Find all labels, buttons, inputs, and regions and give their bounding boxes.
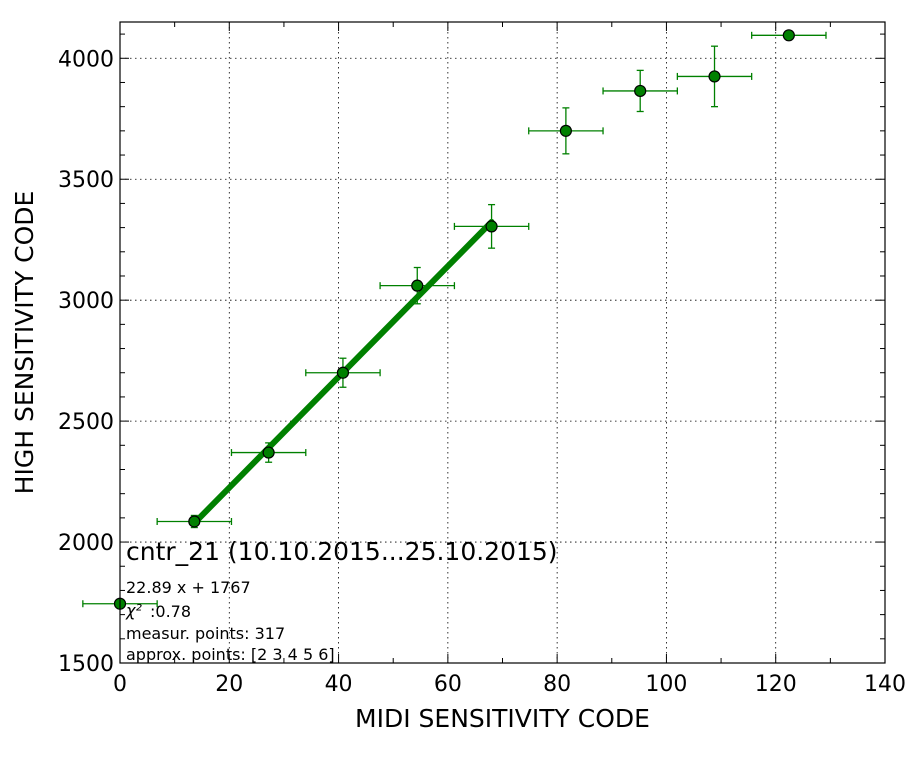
x-tick-label: 20 (215, 672, 243, 697)
data-point (262, 446, 275, 459)
annotation-approx-points: approx. points: [2 3 4 5 6] (126, 645, 335, 664)
annotation-equation: 22.89 x + 1767 (126, 578, 251, 597)
annotation-measur-points: measur. points: 317 (126, 624, 285, 643)
data-point (336, 366, 350, 379)
data-point (782, 29, 795, 42)
y-tick-label: 2000 (58, 531, 114, 556)
plot-frame (119, 21, 886, 664)
grid (120, 22, 885, 663)
axis-ticks (119, 22, 886, 664)
tick-labels: 0 20 40 60 80 100 120 140 1500 2000 2500 3000 3500 40… (58, 47, 906, 697)
x-tick-label: 140 (864, 672, 906, 697)
x-tick-label: 80 (543, 672, 571, 697)
x-tick-label: 0 (113, 672, 127, 697)
data-point (708, 70, 721, 83)
data-point (188, 515, 201, 528)
data-points (113, 29, 795, 610)
annotations: cntr_21 (10.10.2015...25.10.2015) 22.89 … (125, 537, 558, 664)
y-tick-label: 2500 (58, 410, 114, 435)
x-tick-label: 60 (434, 672, 462, 697)
annotation-chi2-symbol: χ² (125, 601, 142, 620)
x-axis-label: MIDI SENSITIVITY CODE (355, 704, 650, 733)
y-tick-label: 3500 (58, 168, 114, 193)
y-tick-label: 4000 (58, 47, 114, 72)
data-point (485, 220, 498, 233)
annotation-chi2: :0.78 (150, 602, 191, 621)
x-tick-label: 100 (645, 672, 687, 697)
x-tick-label: 40 (325, 672, 353, 697)
y-tick-label: 3000 (58, 289, 114, 314)
data-point (559, 124, 572, 137)
y-tick-label: 1500 (58, 652, 114, 677)
data-point (634, 84, 647, 98)
annotation-title: cntr_21 (10.10.2015...25.10.2015) (126, 537, 558, 566)
x-tick-label: 120 (755, 672, 797, 697)
data-point (411, 279, 424, 292)
y-axis-label: HIGH SENSITIVITY CODE (10, 191, 39, 495)
